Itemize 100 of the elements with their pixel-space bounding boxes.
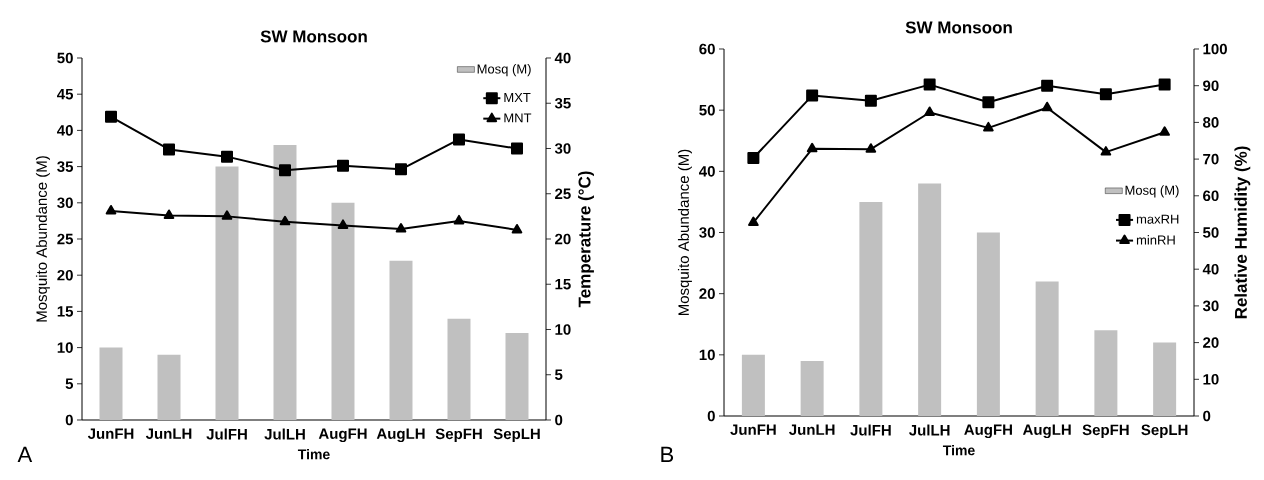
point [453,133,465,146]
point [748,216,759,227]
x-tick-label: JunLH [145,428,192,439]
bar [741,354,765,416]
point [511,142,523,155]
x-tick-label: JulLH [909,424,950,436]
y-tick-label: 20 [57,269,73,281]
bar [273,144,297,420]
y-tick-label: 50 [57,52,73,64]
y2-tick-label: 40 [554,52,571,64]
y-axis-title: Mosquito Abundance (M) [677,149,692,316]
x-tick-label: JulFH [850,424,891,436]
x-tick-label: AugLH [376,428,425,443]
point [163,143,175,156]
y2-tick-label: 35 [554,97,571,109]
x-axis-title: Time [297,448,330,460]
x-tick-label: SepLH [493,428,540,443]
y2-tick-label: 0 [555,414,563,426]
point [511,223,523,234]
bar [918,183,942,416]
point [395,223,407,233]
bar [331,202,355,420]
y-tick-label: 25 [57,233,74,245]
bar [1094,330,1118,416]
point [105,204,117,215]
y-tick-label: 5 [65,378,74,390]
y2-tick-label: 40 [1202,263,1219,275]
bar [859,201,883,416]
y2-tick-label: 30 [1202,300,1219,312]
y-tick-label: 50 [699,104,715,116]
point [279,164,291,177]
point [1099,88,1112,101]
y2-axis-title: Relative Humidity (%) [1234,146,1251,319]
x-tick-label: SepFH [435,428,482,443]
bar [447,318,471,420]
bar [505,333,529,420]
bar [800,360,824,416]
x-axis-title: Time [942,444,975,456]
x-tick-label: JunFH [730,424,776,435]
y-tick-label: 0 [65,414,73,426]
x-tick-label: AugLH [1022,424,1071,439]
y2-tick-label: 10 [1203,373,1219,385]
y2-tick-label: 20 [555,233,571,245]
legend-label: minRH [1136,235,1175,245]
x-tick-label: AugFH [318,428,367,443]
y-tick-label: 35 [57,161,74,172]
point [982,96,995,109]
x-tick-label: AugFH [964,424,1012,439]
y-tick-label: 40 [699,166,715,177]
point [865,143,877,153]
x-tick-label: JunFH [87,428,134,439]
x-tick-label: SepLH [1141,424,1188,439]
y-tick-label: 30 [57,197,73,209]
point [105,110,117,123]
point [923,78,936,91]
y-tick-label: 10 [699,349,715,361]
y2-tick-label: 25 [555,188,571,200]
bar [976,232,1000,416]
point [337,159,349,172]
y2-tick-label: 0 [1203,410,1211,422]
x-tick-label: JulLH [264,428,305,440]
legend-label: MXT [504,92,531,102]
point [453,214,465,225]
point [1159,126,1170,136]
point [864,94,877,107]
point [1100,146,1112,156]
bar [157,354,181,420]
y2-tick-label: 90 [1203,80,1219,91]
y2-tick-label: 20 [1203,337,1219,348]
y-tick-label: 20 [699,288,715,299]
y-tick-label: 60 [699,43,715,55]
point [1158,78,1171,91]
point [279,215,291,226]
legend-label: Mosq (M) [477,64,531,77]
chart-title: SW Monsoon [260,30,367,43]
point [983,121,994,132]
point [163,209,175,219]
bar [99,347,123,420]
bar [215,166,239,420]
y2-tick-label: 60 [1203,190,1219,202]
y-tick-label: 45 [57,88,74,100]
y2-axis-title: Temperature (°C) [578,171,594,308]
x-tick-label: SepFH [1082,424,1129,439]
y2-tick-label: 50 [1202,227,1219,238]
y2-tick-label: 70 [1203,153,1219,165]
point [337,219,349,229]
y-tick-label: 30 [699,227,715,238]
point [806,89,819,102]
chart-title: SW Monsoon [905,21,1012,34]
y2-tick-label: 100 [1203,43,1227,55]
point [395,163,407,176]
y2-tick-label: 5 [554,369,563,380]
text: B [661,446,674,462]
point [747,152,760,164]
legend-label: MNT [504,113,532,123]
y-tick-label: 40 [57,125,73,136]
legend-label: Mosq (M) [1125,185,1179,198]
y-tick-label: 10 [57,342,73,353]
point [1041,101,1053,112]
y2-tick-label: 15 [555,279,571,290]
